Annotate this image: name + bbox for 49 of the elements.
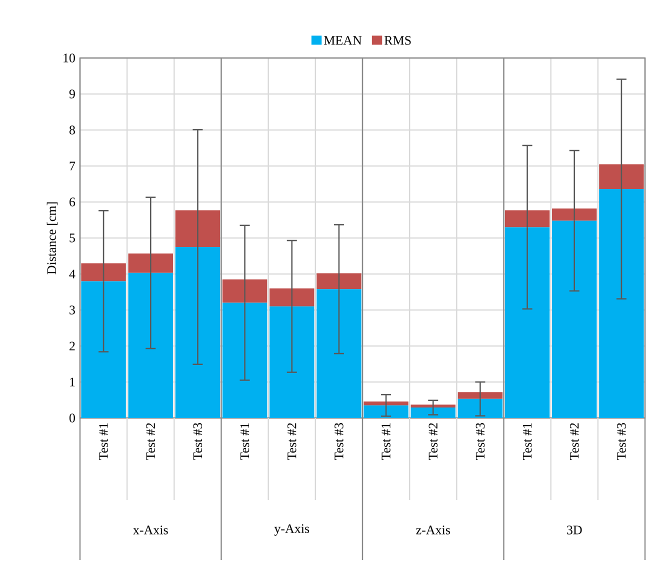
y-tick-label: 1 xyxy=(70,378,75,386)
bar xyxy=(599,189,644,418)
text: x-Axis xyxy=(133,526,168,534)
text: z-Axis xyxy=(416,526,450,534)
y-tick-label: 0 xyxy=(69,414,75,422)
bar xyxy=(504,227,550,418)
bar xyxy=(410,404,456,408)
y-tick-label: 4 xyxy=(69,270,76,278)
bar xyxy=(222,279,268,303)
x-tick-label: Test #2 xyxy=(428,423,438,460)
bar xyxy=(458,398,503,418)
bar xyxy=(270,288,314,306)
x-tick-label: Test #1 xyxy=(99,423,108,460)
bar xyxy=(175,210,220,247)
x-tick-label: Test #1 xyxy=(240,423,250,460)
y-tick-label: 6 xyxy=(70,198,76,206)
bar xyxy=(458,392,503,399)
bar xyxy=(599,164,644,190)
legend-label: MEAN xyxy=(324,36,362,45)
x-tick-label: Test #2 xyxy=(570,423,579,460)
text: 3D xyxy=(567,526,582,534)
x-tick-label: Test #1 xyxy=(522,423,532,460)
legend-label: RMS xyxy=(384,36,411,45)
bar xyxy=(364,401,408,406)
bar xyxy=(410,408,456,418)
bar xyxy=(128,253,173,273)
y-tick-label: 9 xyxy=(69,90,75,98)
y-tick-label: 2 xyxy=(70,342,75,350)
x-tick-label: Test #3 xyxy=(476,423,485,460)
x-tick-label: Test #2 xyxy=(288,423,296,460)
y-axis-title: Distance [cm] xyxy=(46,202,58,274)
text: y-Axis xyxy=(274,524,310,536)
y-tick-label: 3 xyxy=(70,306,75,314)
bar xyxy=(552,208,597,221)
bar xyxy=(504,210,550,228)
bar xyxy=(316,289,362,418)
bar xyxy=(552,220,597,418)
bar xyxy=(364,405,408,418)
x-tick-label: Test #2 xyxy=(146,423,155,460)
x-tick-label: Test #3 xyxy=(617,423,626,460)
y-tick-label: 8 xyxy=(69,126,75,134)
y-tick-label: 10 xyxy=(64,54,75,62)
bar xyxy=(81,263,126,282)
x-tick-label: Test #3 xyxy=(334,423,344,460)
x-tick-label: Test #1 xyxy=(382,423,390,460)
x-tick-label: Test #3 xyxy=(193,423,202,460)
y-tick-label: 5 xyxy=(70,234,75,242)
y-tick-label: 7 xyxy=(70,162,76,170)
bar xyxy=(316,273,362,290)
